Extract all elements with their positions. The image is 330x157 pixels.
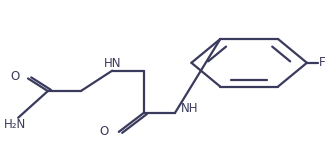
Text: NH: NH	[181, 102, 199, 115]
Text: HN: HN	[103, 57, 121, 70]
Text: F: F	[318, 56, 325, 69]
Text: O: O	[10, 70, 19, 83]
Text: O: O	[99, 125, 109, 138]
Text: H₂N: H₂N	[4, 118, 26, 131]
